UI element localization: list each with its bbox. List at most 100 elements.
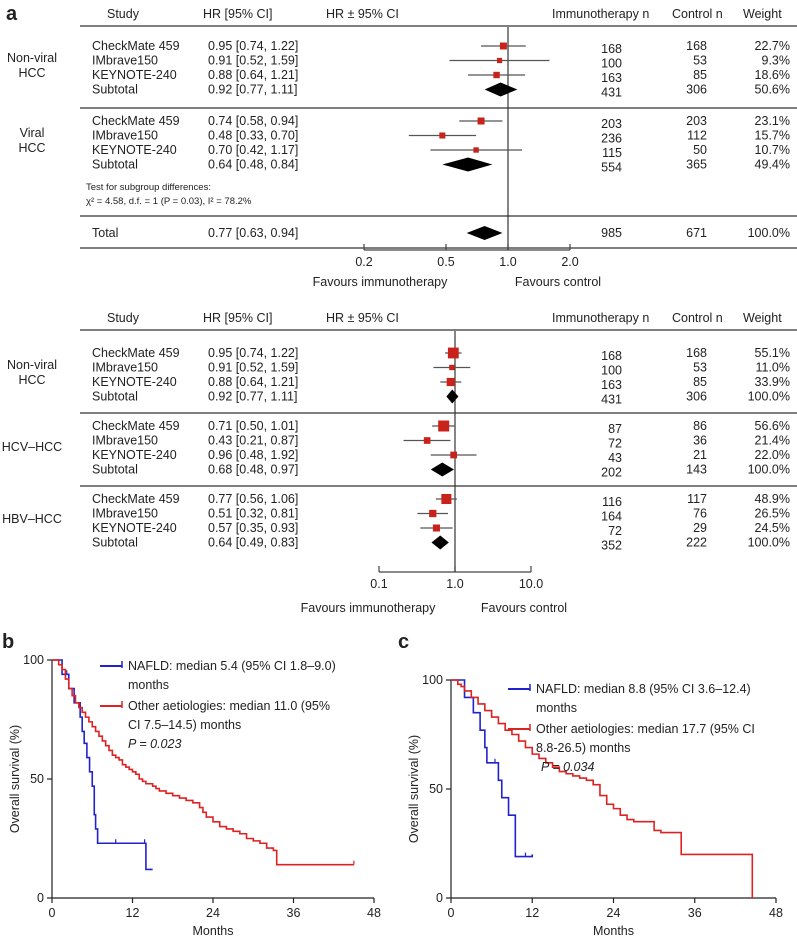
x-tick-label: 24 bbox=[206, 906, 220, 920]
study-name: CheckMate 459 bbox=[92, 114, 180, 128]
study-name: IMbrave150 bbox=[92, 54, 158, 68]
x-tick-label: 1.0 bbox=[499, 255, 516, 269]
immuno-n-header: Immunotherapy n bbox=[552, 7, 649, 21]
weight-header: Weight bbox=[743, 7, 782, 21]
hr-ci-value: 0.51 [0.32, 0.81] bbox=[208, 507, 298, 521]
study-name: IMbrave150 bbox=[92, 129, 158, 143]
weight-value: 55.1% bbox=[755, 346, 790, 360]
immuno-n-header: Immunotherapy n bbox=[552, 311, 649, 325]
weight-value: 23.1% bbox=[755, 114, 790, 128]
immuno-n-value: 554 bbox=[601, 161, 622, 175]
hr-ci-value: 0.91 [0.52, 1.59] bbox=[208, 361, 298, 375]
hr-point bbox=[446, 377, 455, 387]
km-plot-c: 0 12 24 36 48 0 50 100 Months Overall survival (%… bbox=[407, 673, 783, 938]
hr-ci-value: 0.64 [0.49, 0.83] bbox=[208, 536, 298, 550]
study-name: KEYNOTE-240 bbox=[92, 68, 177, 82]
control-n-value: 36 bbox=[693, 434, 707, 448]
hr-plot-header: HR ± 95% CI bbox=[326, 7, 399, 21]
x-tick-label: 10.0 bbox=[519, 577, 543, 591]
hr-ci-value: 0.64 [0.48, 0.84] bbox=[208, 158, 298, 172]
x-tick-label: 0 bbox=[448, 906, 455, 920]
favours-immunotherapy: Favours immunotherapy bbox=[313, 275, 449, 289]
weight-value: 100.0% bbox=[748, 536, 790, 550]
subtotal-diamond bbox=[484, 82, 518, 97]
control-n-header: Control n bbox=[672, 7, 723, 21]
control-n-value: 85 bbox=[693, 68, 707, 82]
hr-ci-value: 0.74 [0.58, 0.94] bbox=[208, 114, 298, 128]
control-n-value: 86 bbox=[693, 419, 707, 433]
immuno-n-value: 163 bbox=[601, 71, 622, 85]
group-label: HBV–HCC bbox=[2, 512, 62, 526]
legend-other-text-cont: 8.8-26.5) months bbox=[536, 741, 631, 755]
immuno-n-value: 168 bbox=[601, 42, 622, 56]
hr-point bbox=[496, 57, 503, 64]
hr-point bbox=[438, 420, 450, 432]
study-name: Subtotal bbox=[92, 158, 138, 172]
forest-plot-bottom: Study HR [95% CI] HR ± 95% CI Immunotherapy… bbox=[2, 311, 797, 615]
hr-plot-header: HR ± 95% CI bbox=[326, 311, 399, 325]
weight-value: 18.6% bbox=[755, 68, 790, 82]
weight-value: 48.9% bbox=[755, 492, 790, 506]
weight-value: 24.5% bbox=[755, 521, 790, 535]
hr-ci-header: HR [95% CI] bbox=[203, 311, 272, 325]
control-n-value: 168 bbox=[686, 346, 707, 360]
hr-ci-value: 0.88 [0.64, 1.21] bbox=[208, 375, 298, 389]
hr-ci-value: 0.91 [0.52, 1.59] bbox=[208, 54, 298, 68]
subtotal-diamond bbox=[442, 157, 493, 172]
hr-ci-value: 0.70 [0.42, 1.17] bbox=[208, 143, 298, 157]
study-name: IMbrave150 bbox=[92, 361, 158, 375]
hr-point bbox=[423, 437, 431, 444]
panel-label-c: c bbox=[398, 631, 409, 653]
x-tick-label: 2.0 bbox=[561, 255, 578, 269]
hr-point bbox=[432, 524, 440, 532]
weight-value: 10.7% bbox=[755, 143, 790, 157]
panel-label-a: a bbox=[6, 3, 18, 25]
control-n-value: 21 bbox=[693, 448, 707, 462]
immuno-n-value: 431 bbox=[601, 393, 622, 407]
group-label: HCC bbox=[18, 141, 45, 155]
y-tick-label: 50 bbox=[30, 772, 44, 786]
study-name: KEYNOTE-240 bbox=[92, 521, 177, 535]
study-name: Subtotal bbox=[92, 83, 138, 97]
hr-ci-value: 0.68 [0.48, 0.97] bbox=[208, 463, 298, 477]
weight-value: 26.5% bbox=[755, 507, 790, 521]
hr-point bbox=[449, 364, 455, 371]
weight-value: 50.6% bbox=[755, 83, 790, 97]
y-tick-label: 50 bbox=[429, 782, 443, 796]
control-n-value: 306 bbox=[686, 390, 707, 404]
group-label: HCV–HCC bbox=[2, 440, 62, 454]
group-label: HCC bbox=[18, 66, 45, 80]
study-name: CheckMate 459 bbox=[92, 492, 180, 506]
legend-other-text-cont: CI 7.5–14.5) months bbox=[128, 718, 241, 732]
y-tick-label: 0 bbox=[37, 891, 44, 905]
immuno-n-value: 87 bbox=[608, 422, 622, 436]
hr-point bbox=[429, 509, 437, 518]
hr-point bbox=[447, 347, 459, 359]
p-value: P = 0.023 bbox=[128, 737, 181, 751]
control-n-value: 365 bbox=[686, 158, 707, 172]
hr-point bbox=[477, 117, 485, 125]
weight-value: 22.0% bbox=[755, 448, 790, 462]
hr-ci-value: 0.71 [0.50, 1.01] bbox=[208, 419, 298, 433]
y-tick-label: 0 bbox=[436, 891, 443, 905]
control-n-value: 306 bbox=[686, 83, 707, 97]
immuno-n-value: 431 bbox=[601, 86, 622, 100]
x-tick-label: 0.5 bbox=[437, 255, 454, 269]
hr-point bbox=[450, 451, 458, 459]
y-tick-label: 100 bbox=[23, 653, 44, 667]
legend-nafld-text-cont: months bbox=[128, 678, 169, 692]
hr-point bbox=[493, 71, 500, 79]
immuno-n-value: 100 bbox=[601, 57, 622, 71]
immuno-n-value: 236 bbox=[601, 132, 622, 146]
immuno-n-value: 115 bbox=[602, 146, 622, 160]
control-n-value: 85 bbox=[693, 375, 707, 389]
weight-value: 33.9% bbox=[755, 375, 790, 389]
control-n-value: 76 bbox=[693, 507, 707, 521]
x-tick-label: 0.1 bbox=[370, 577, 387, 591]
y-axis-label: Overall survival (%) bbox=[407, 735, 421, 843]
x-axis-label: Months bbox=[193, 924, 234, 938]
legend-other-text: Other aetiologies: median 11.0 (95% bbox=[128, 699, 330, 713]
study-header: Study bbox=[107, 311, 140, 325]
subtotal-diamond bbox=[446, 389, 459, 404]
total-immuno-n: 985 bbox=[601, 226, 622, 240]
